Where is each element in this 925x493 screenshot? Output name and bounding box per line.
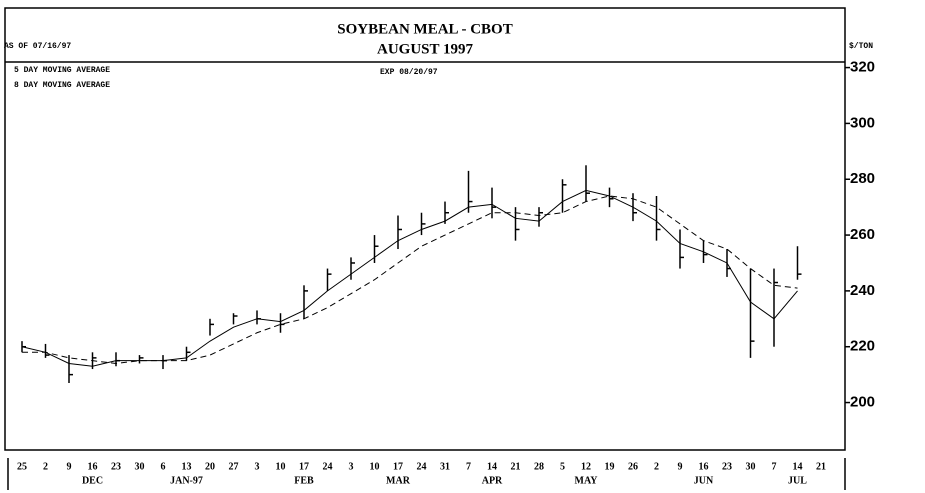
month-label: APR (482, 475, 503, 486)
y-unit: $/TON (849, 42, 873, 51)
x-tick-label: 31 (440, 461, 450, 472)
x-tick-label: 3 (255, 461, 260, 472)
month-label: JUL (788, 475, 807, 486)
x-tick-label: 26 (628, 461, 638, 472)
y-tick-label: 320 (850, 59, 875, 76)
expiry: EXP 08/20/97 (380, 68, 438, 77)
x-tick-label: 25 (17, 461, 27, 472)
x-tick-label: 16 (88, 461, 98, 472)
month-label: MAR (386, 475, 411, 486)
x-tick-label: 21 (816, 461, 826, 472)
x-tick-label: 9 (67, 461, 72, 472)
x-tick-label: 6 (161, 461, 166, 472)
x-tick-label: 10 (370, 461, 380, 472)
x-tick-label: 10 (276, 461, 286, 472)
y-tick-label: 260 (850, 226, 875, 243)
x-tick-label: 7 (466, 461, 471, 472)
x-tick-label: 3 (349, 461, 354, 472)
x-tick-label: 9 (678, 461, 683, 472)
month-label: FEB (294, 475, 314, 486)
x-tick-label: 24 (323, 461, 333, 472)
moving-average-line (21, 189, 798, 367)
x-tick-label: 17 (393, 461, 403, 472)
x-tick-label: 2 (43, 461, 48, 472)
x-tick-label: 14 (487, 461, 497, 472)
x-tick-label: 20 (205, 461, 215, 472)
x-tick-label: 19 (605, 461, 615, 472)
y-tick-label: 220 (850, 338, 875, 355)
x-tick-label: 12 (581, 461, 591, 472)
month-label: JAN-97 (170, 475, 203, 486)
x-tick-label: 7 (772, 461, 777, 472)
plot-frame (4, 7, 846, 451)
as-of: AS OF 07/16/97 (4, 42, 71, 51)
x-tick-label: 23 (722, 461, 732, 472)
y-tick-label: 300 (850, 114, 875, 131)
x-tick-label: 23 (111, 461, 121, 472)
y-tick-label: 200 (850, 394, 875, 411)
month-label: DEC (82, 475, 103, 486)
chart-title: SOYBEAN MEAL - CBOT (337, 21, 512, 37)
x-tick-label: 5 (560, 461, 565, 472)
y-tick-label: 280 (850, 170, 875, 187)
x-tick-label: 14 (793, 461, 803, 472)
chart-subtitle: AUGUST 1997 (377, 41, 473, 57)
x-tick-label: 17 (299, 461, 309, 472)
y-tick-label: 240 (850, 282, 875, 299)
x-tick-label: 30 (135, 461, 145, 472)
x-tick-label: 28 (534, 461, 544, 472)
x-tick-label: 21 (511, 461, 521, 472)
legend-entry: 8 DAY MOVING AVERAGE (14, 81, 110, 90)
x-tick-label: 24 (417, 461, 427, 472)
month-label: MAY (575, 475, 599, 486)
x-tick-label: 13 (182, 461, 192, 472)
x-tick-label: 2 (654, 461, 659, 472)
x-tick-label: 30 (746, 461, 756, 472)
x-tick-label: 16 (699, 461, 709, 472)
moving-average-line (22, 195, 798, 364)
legend-entry: 5 DAY MOVING AVERAGE (14, 66, 110, 75)
x-tick-label: 27 (229, 461, 239, 472)
month-label: JUN (694, 475, 714, 486)
